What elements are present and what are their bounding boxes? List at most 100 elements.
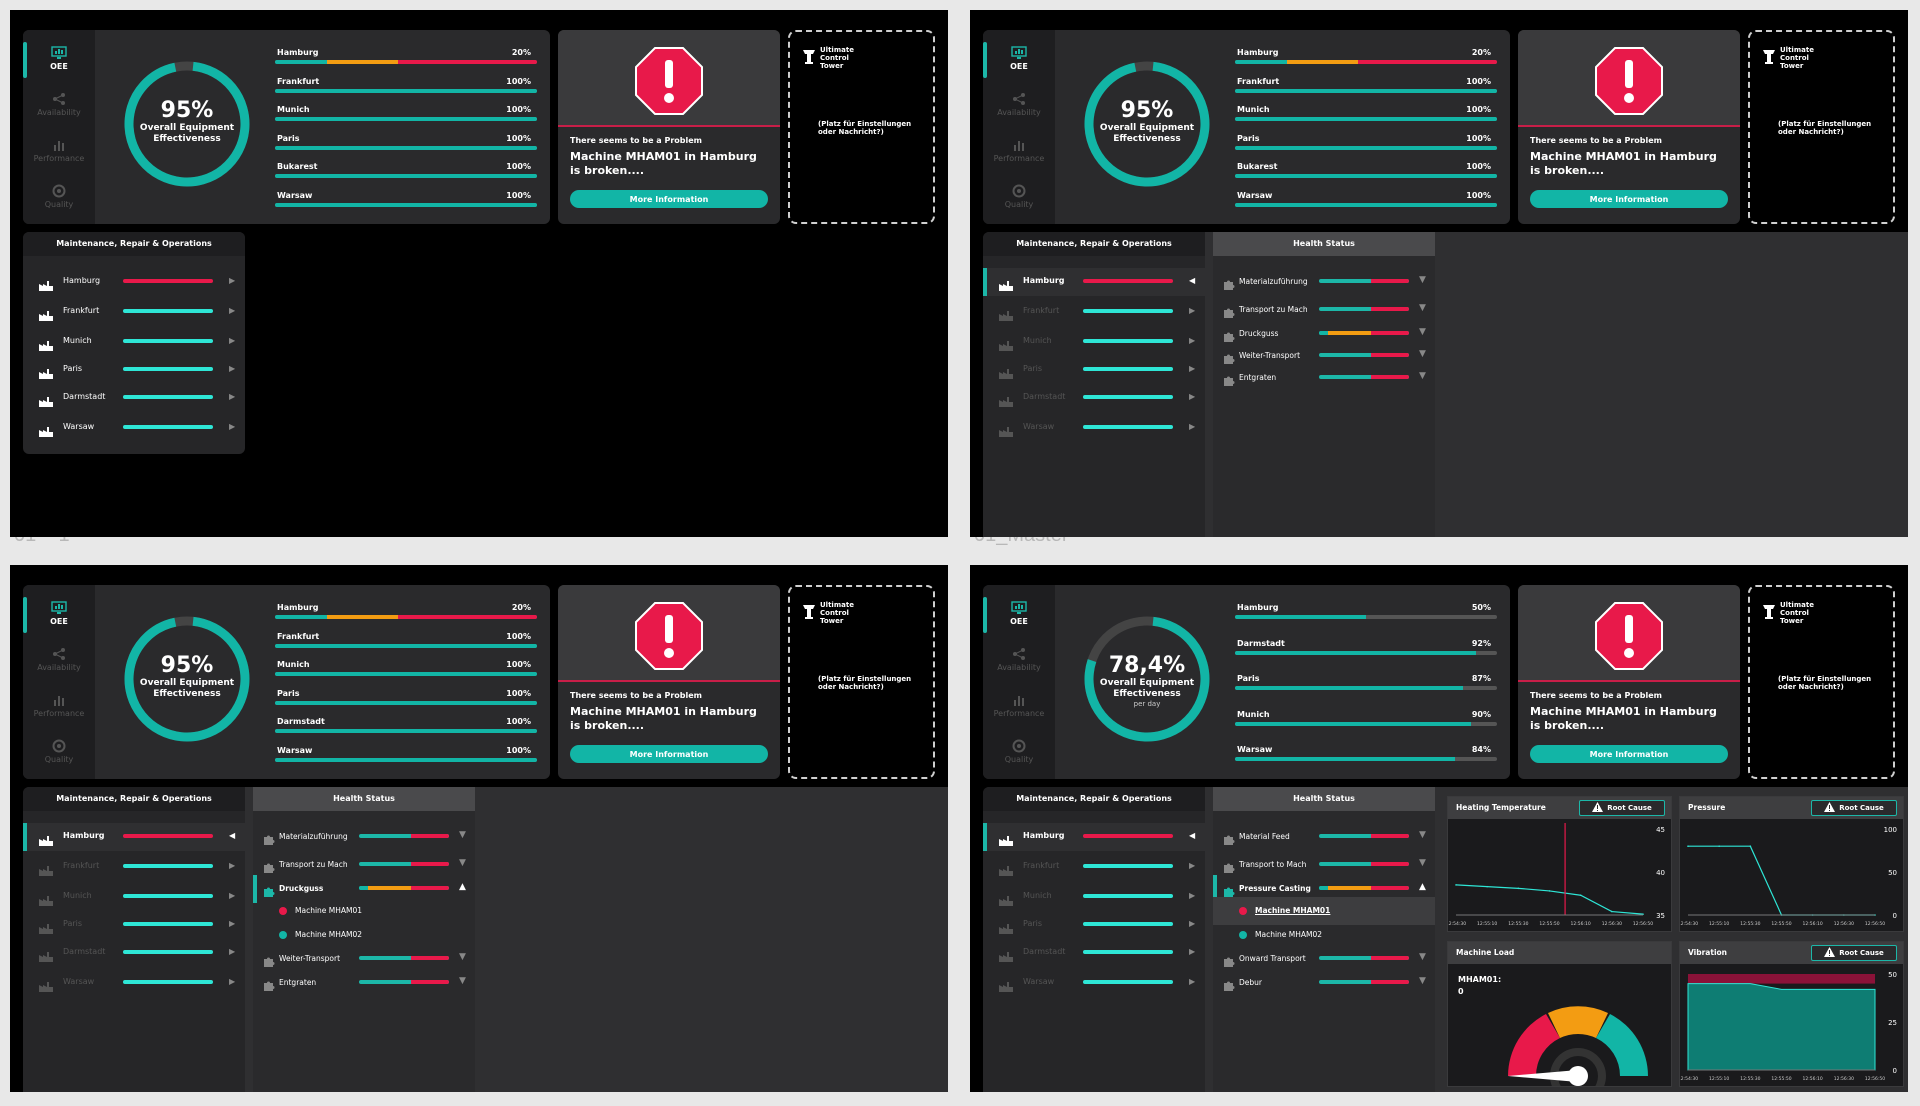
chevron-right-icon[interactable]: ▶ (1189, 306, 1196, 315)
site-bar-row[interactable]: Paris 100% (275, 134, 537, 163)
mro-site-row-paris[interactable]: Paris ▶ (983, 911, 1205, 939)
chevron-down-icon[interactable]: ▼ (459, 858, 466, 868)
health-item-row[interactable]: Entgraten ▼ (1213, 364, 1435, 392)
health-item-row[interactable]: Entgraten ▼ (253, 969, 475, 997)
site-bar-row[interactable]: Darmstadt 100% (275, 717, 537, 746)
chevron-right-icon[interactable]: ▶ (1189, 364, 1196, 373)
site-bar-row[interactable]: Warsaw 100% (275, 746, 537, 775)
chevron-right-icon[interactable]: ▶ (229, 919, 236, 928)
site-bar-row[interactable]: Darmstadt 92% (1235, 639, 1497, 675)
site-bar-row[interactable]: Warsaw 100% (275, 191, 537, 220)
health-item-row[interactable]: Onward Transport ▼ (1213, 945, 1435, 973)
nav-item-performance[interactable]: Performance (23, 138, 95, 163)
chevron-down-icon[interactable]: ▼ (459, 976, 466, 986)
mro-site-row-paris[interactable]: Paris ▶ (23, 911, 245, 939)
chevron-right-icon[interactable]: ▶ (1189, 891, 1196, 900)
site-bar-row[interactable]: Warsaw 84% (1235, 745, 1497, 779)
mro-site-row-frankfurt[interactable]: Frankfurt ▶ (23, 853, 245, 881)
mro-site-row-warsaw[interactable]: Warsaw ▶ (23, 969, 245, 997)
chevron-right-icon[interactable]: ▶ (1189, 336, 1196, 345)
mro-site-row-munich[interactable]: Munich ▶ (23, 328, 245, 356)
site-bar-row[interactable]: Paris 87% (1235, 674, 1497, 710)
mro-site-row-warsaw[interactable]: Warsaw ▶ (23, 414, 245, 442)
mro-site-row-hamburg[interactable]: Hamburg ◀ (983, 268, 1205, 296)
root-cause-button[interactable]: Root Cause (1811, 800, 1897, 816)
chevron-down-icon[interactable]: ▼ (1419, 349, 1426, 359)
chevron-down-icon[interactable]: ▼ (459, 952, 466, 962)
mro-site-row-frankfurt[interactable]: Frankfurt ▶ (983, 298, 1205, 326)
nav-item-performance[interactable]: Performance (23, 693, 95, 718)
health-item-row[interactable]: Weiter-Transport ▼ (253, 945, 475, 973)
mro-site-row-darmstadt[interactable]: Darmstadt ▶ (23, 939, 245, 967)
site-bar-row[interactable]: Hamburg 20% (1235, 48, 1497, 77)
more-information-button[interactable]: More Information (570, 190, 768, 208)
health-item-row[interactable]: Pressure Casting ▲ (1213, 875, 1435, 903)
nav-item-quality[interactable]: Quality (23, 739, 95, 764)
chevron-left-icon[interactable]: ◀ (229, 831, 236, 840)
health-item-row[interactable]: Weiter-Transport ▼ (1213, 342, 1435, 370)
mro-site-row-paris[interactable]: Paris ▶ (23, 356, 245, 384)
nav-item-performance[interactable]: Performance (983, 693, 1055, 718)
site-bar-row[interactable]: Bukarest 100% (275, 162, 537, 191)
chevron-down-icon[interactable]: ▼ (1419, 275, 1426, 285)
nav-item-oee[interactable]: OEE (23, 46, 95, 71)
health-item-row[interactable]: Materialzuführung ▼ (1213, 268, 1435, 296)
chevron-right-icon[interactable]: ▶ (229, 364, 236, 373)
mro-site-row-paris[interactable]: Paris ▶ (983, 356, 1205, 384)
mro-site-row-darmstadt[interactable]: Darmstadt ▶ (983, 939, 1205, 967)
root-cause-button[interactable]: Root Cause (1579, 800, 1665, 816)
site-bar-row[interactable]: Frankfurt 100% (275, 77, 537, 106)
chevron-down-icon[interactable]: ▼ (459, 830, 466, 840)
site-bar-row[interactable]: Hamburg 20% (275, 603, 537, 632)
nav-item-availability[interactable]: Availability (983, 92, 1055, 117)
nav-item-oee[interactable]: OEE (983, 46, 1055, 71)
chevron-right-icon[interactable]: ▶ (229, 392, 236, 401)
chevron-right-icon[interactable]: ▶ (229, 336, 236, 345)
site-bar-row[interactable]: Munich 100% (275, 660, 537, 689)
chevron-right-icon[interactable]: ▶ (229, 422, 236, 431)
chevron-right-icon[interactable]: ▶ (229, 977, 236, 986)
chevron-down-icon[interactable]: ▼ (1419, 858, 1426, 868)
chevron-right-icon[interactable]: ▶ (229, 947, 236, 956)
site-bar-row[interactable]: Munich 90% (1235, 710, 1497, 746)
health-item-row[interactable]: Transport zu Mach ▼ (253, 851, 475, 879)
chevron-right-icon[interactable]: ▶ (1189, 861, 1196, 870)
chevron-right-icon[interactable]: ▶ (1189, 977, 1196, 986)
nav-item-availability[interactable]: Availability (23, 92, 95, 117)
health-item-row[interactable]: Druckguss ▼ (1213, 320, 1435, 348)
nav-item-quality[interactable]: Quality (23, 184, 95, 209)
mro-site-row-hamburg[interactable]: Hamburg ▶ (23, 268, 245, 296)
root-cause-button[interactable]: Root Cause (1811, 945, 1897, 961)
more-information-button[interactable]: More Information (570, 745, 768, 763)
chevron-right-icon[interactable]: ▶ (1189, 919, 1196, 928)
mro-site-row-hamburg[interactable]: Hamburg ◀ (983, 823, 1205, 851)
mro-site-row-munich[interactable]: Munich ▶ (983, 328, 1205, 356)
nav-item-quality[interactable]: Quality (983, 739, 1055, 764)
health-item-row[interactable]: Debur ▼ (1213, 969, 1435, 997)
chevron-down-icon[interactable]: ▼ (1419, 327, 1426, 337)
chevron-up-icon[interactable]: ▲ (1419, 882, 1426, 892)
nav-item-quality[interactable]: Quality (983, 184, 1055, 209)
chevron-down-icon[interactable]: ▼ (1419, 976, 1426, 986)
chevron-right-icon[interactable]: ▶ (229, 861, 236, 870)
mro-site-row-munich[interactable]: Munich ▶ (983, 883, 1205, 911)
mro-site-row-hamburg[interactable]: Hamburg ◀ (23, 823, 245, 851)
more-information-button[interactable]: More Information (1530, 745, 1728, 763)
nav-item-availability[interactable]: Availability (983, 647, 1055, 672)
site-bar-row[interactable]: Hamburg 20% (275, 48, 537, 77)
mro-site-row-munich[interactable]: Munich ▶ (23, 883, 245, 911)
machine-row-mham02[interactable]: Machine MHAM02 (1213, 921, 1435, 949)
site-bar-row[interactable]: Munich 100% (275, 105, 537, 134)
site-bar-row[interactable]: Paris 100% (1235, 134, 1497, 163)
chevron-down-icon[interactable]: ▼ (1419, 952, 1426, 962)
chevron-right-icon[interactable]: ▶ (1189, 947, 1196, 956)
site-bar-row[interactable]: Munich 100% (1235, 105, 1497, 134)
nav-item-performance[interactable]: Performance (983, 138, 1055, 163)
mro-site-row-warsaw[interactable]: Warsaw ▶ (983, 414, 1205, 442)
chevron-down-icon[interactable]: ▼ (1419, 303, 1426, 313)
site-bar-row[interactable]: Frankfurt 100% (275, 632, 537, 661)
health-item-row[interactable]: Transport zu Mach ▼ (1213, 296, 1435, 324)
chevron-right-icon[interactable]: ▶ (229, 276, 236, 285)
health-item-row[interactable]: Transport to Mach ▼ (1213, 851, 1435, 879)
mro-site-row-darmstadt[interactable]: Darmstadt ▶ (983, 384, 1205, 412)
